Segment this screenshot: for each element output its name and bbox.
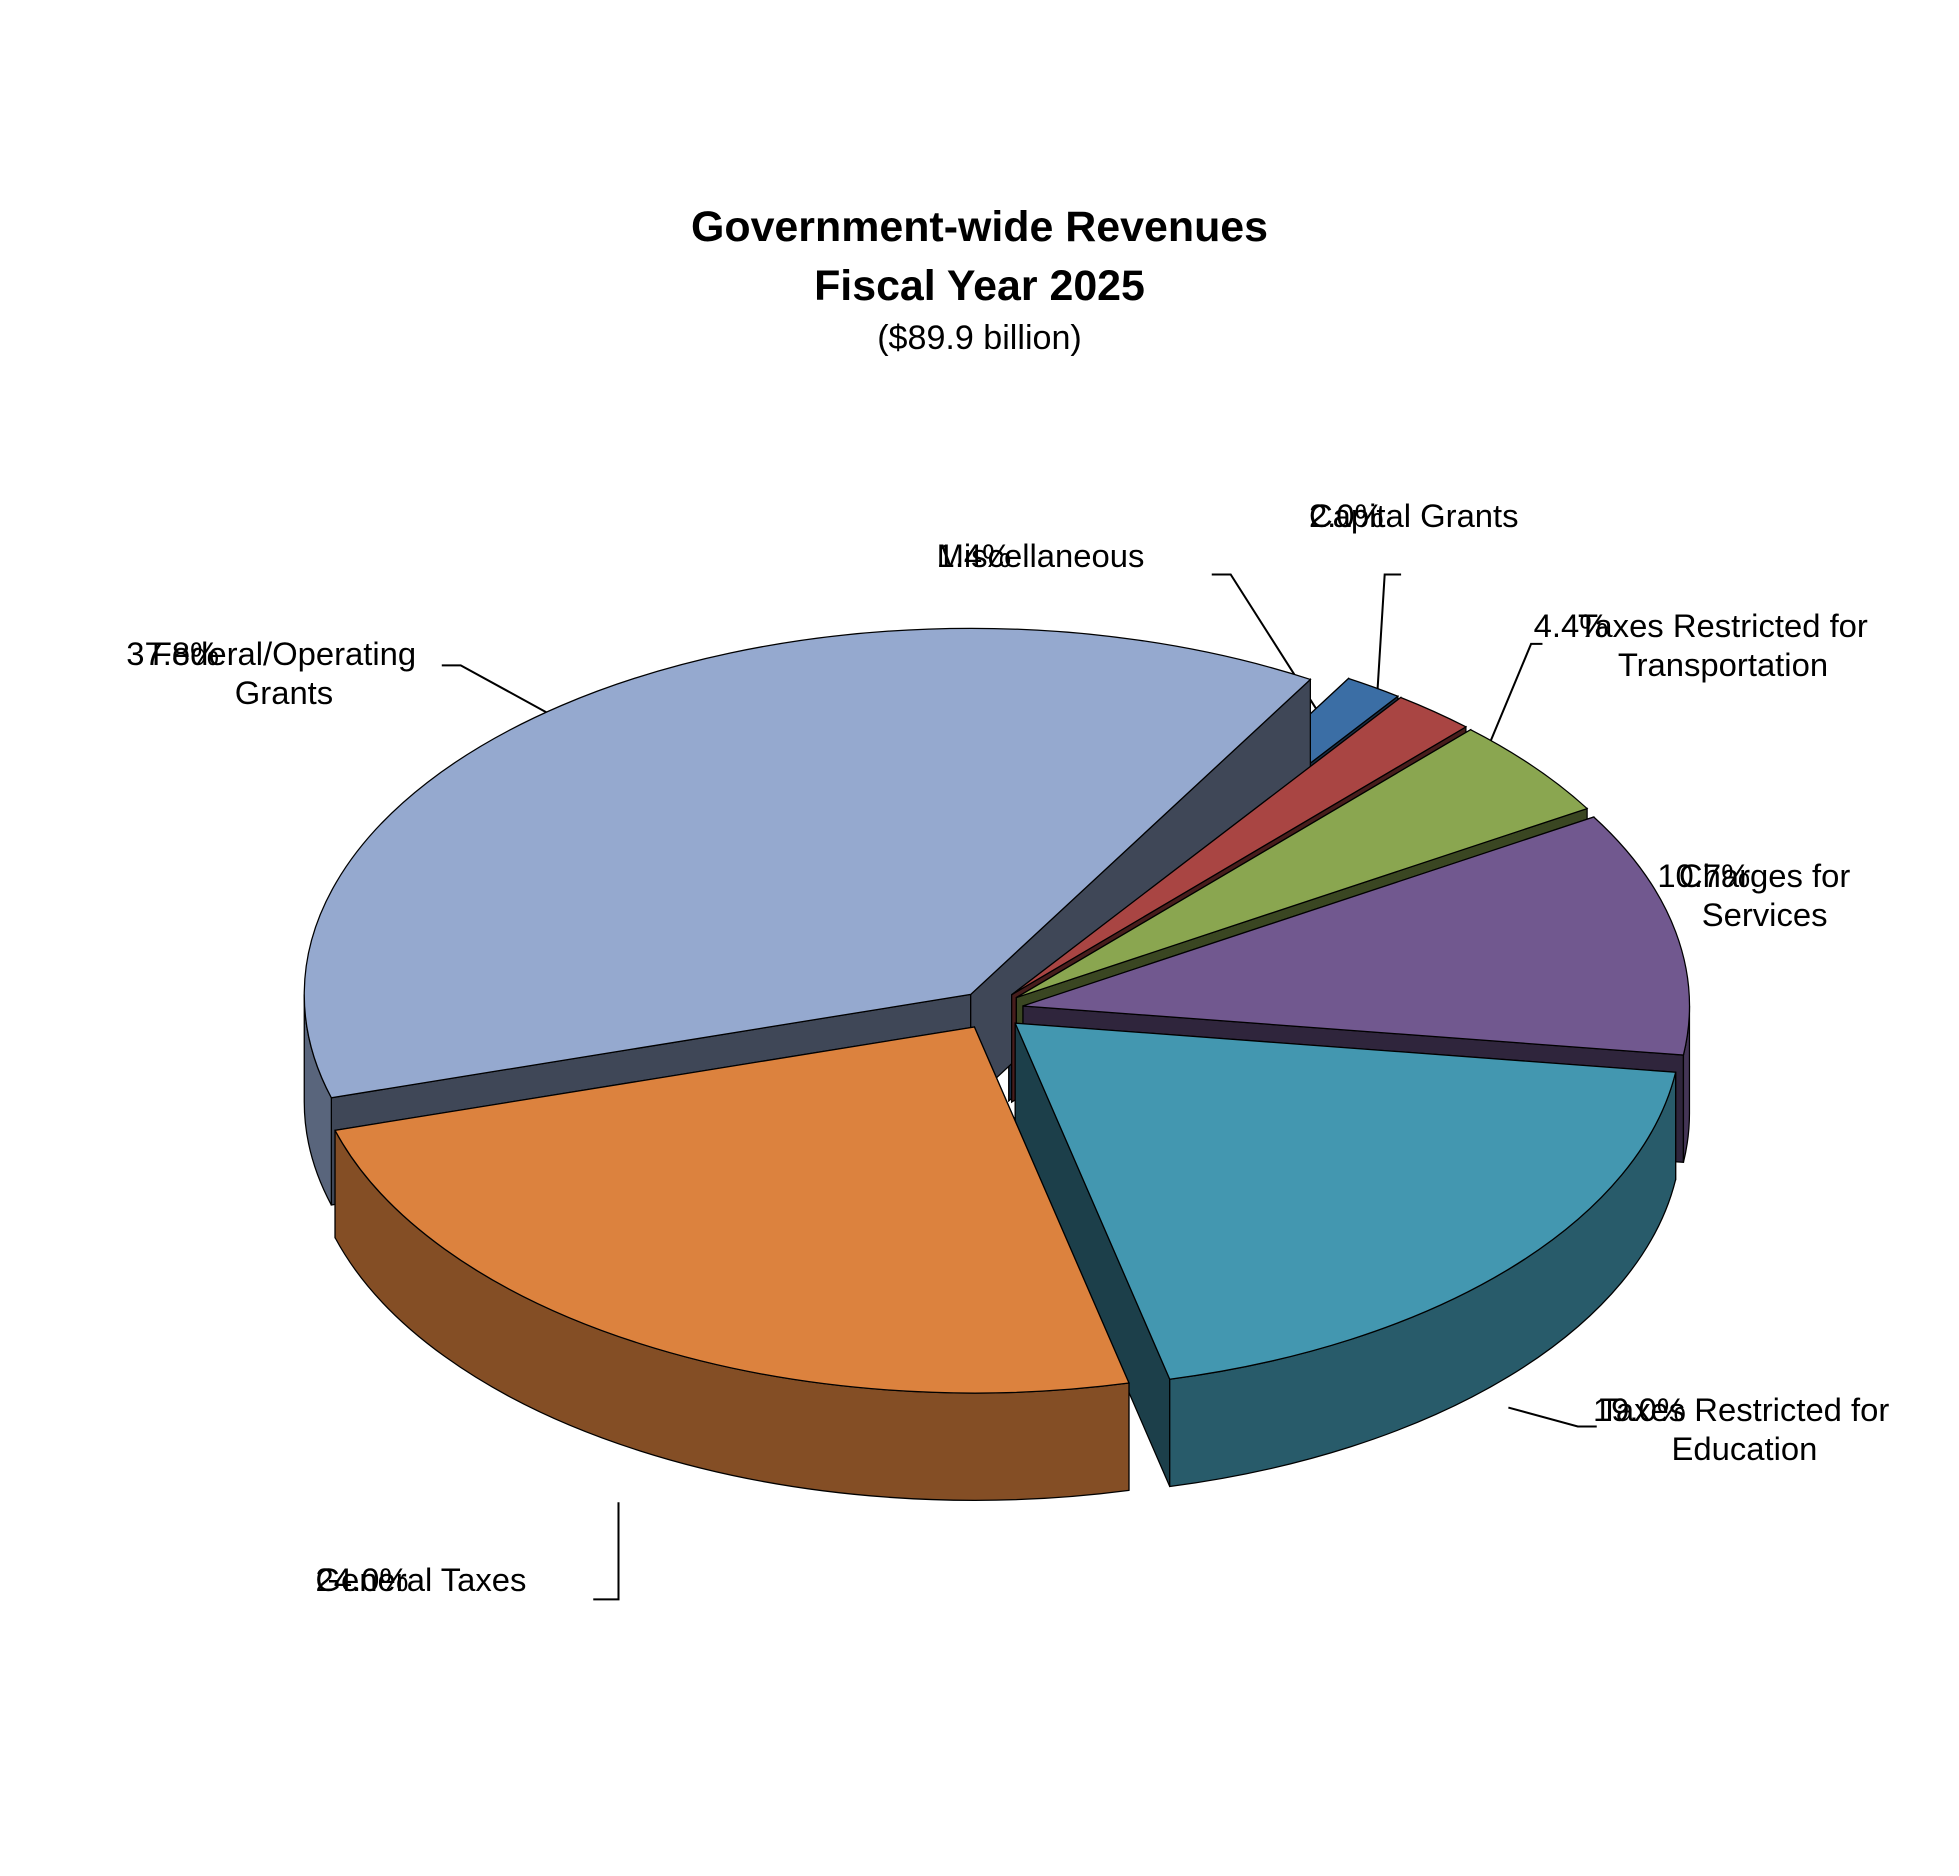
category-label: Federal/Operating Grants	[151, 634, 417, 712]
value-label: 2.0%	[1308, 497, 1384, 535]
slice-top	[1016, 728, 1589, 999]
value-label: 1.4%	[936, 537, 1012, 575]
slice-top	[1014, 1022, 1677, 1380]
category-label: Taxes Restricted for Transportation	[1578, 606, 1868, 684]
value-label: 24.0%	[315, 1561, 409, 1599]
value-label: 37.8%	[126, 634, 220, 672]
leader-line	[1374, 573, 1402, 718]
slice	[1014, 1022, 1677, 1488]
category-label: Charges for Services	[1678, 856, 1851, 934]
slice-top	[1011, 696, 1468, 996]
slice-top	[1022, 816, 1691, 1056]
slice-top	[334, 1026, 1130, 1394]
category-label: Miscellaneous	[936, 537, 1145, 575]
chart-note: ($89.9 billion)	[877, 319, 1082, 358]
value-label: 19.0%	[1592, 1390, 1686, 1428]
leader-line	[593, 1502, 620, 1601]
category-label: General Taxes	[315, 1561, 527, 1599]
slice-top	[303, 627, 1312, 1099]
category-label: Taxes Restricted for Education	[1599, 1390, 1890, 1468]
leader-line	[1473, 642, 1543, 781]
chart-subtitle: Fiscal Year 2025	[814, 262, 1145, 311]
leader-line	[1211, 573, 1320, 714]
value-label: 4.4%	[1533, 606, 1609, 644]
slice	[334, 1026, 1130, 1501]
leader-lines	[441, 573, 1597, 1601]
value-label: 10.7%	[1657, 856, 1751, 894]
leader-line	[441, 664, 579, 731]
leader-line	[1508, 1406, 1597, 1428]
chart-title: Government-wide Revenues	[690, 202, 1268, 251]
category-label: Capital Grants	[1308, 497, 1519, 535]
